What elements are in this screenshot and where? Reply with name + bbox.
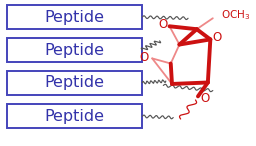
Bar [7,5,142,29]
Text: Peptide: Peptide [45,10,105,25]
Text: O: O [140,51,149,64]
Text: Peptide: Peptide [45,109,105,124]
Bar [7,71,142,95]
Text: OCH$_3$: OCH$_3$ [221,8,251,22]
Text: O: O [212,31,221,45]
Text: O: O [159,18,168,31]
Text: Peptide: Peptide [45,42,105,58]
Text: O: O [201,92,210,105]
Bar [7,38,142,62]
Bar [7,104,142,128]
Text: Peptide: Peptide [45,75,105,90]
